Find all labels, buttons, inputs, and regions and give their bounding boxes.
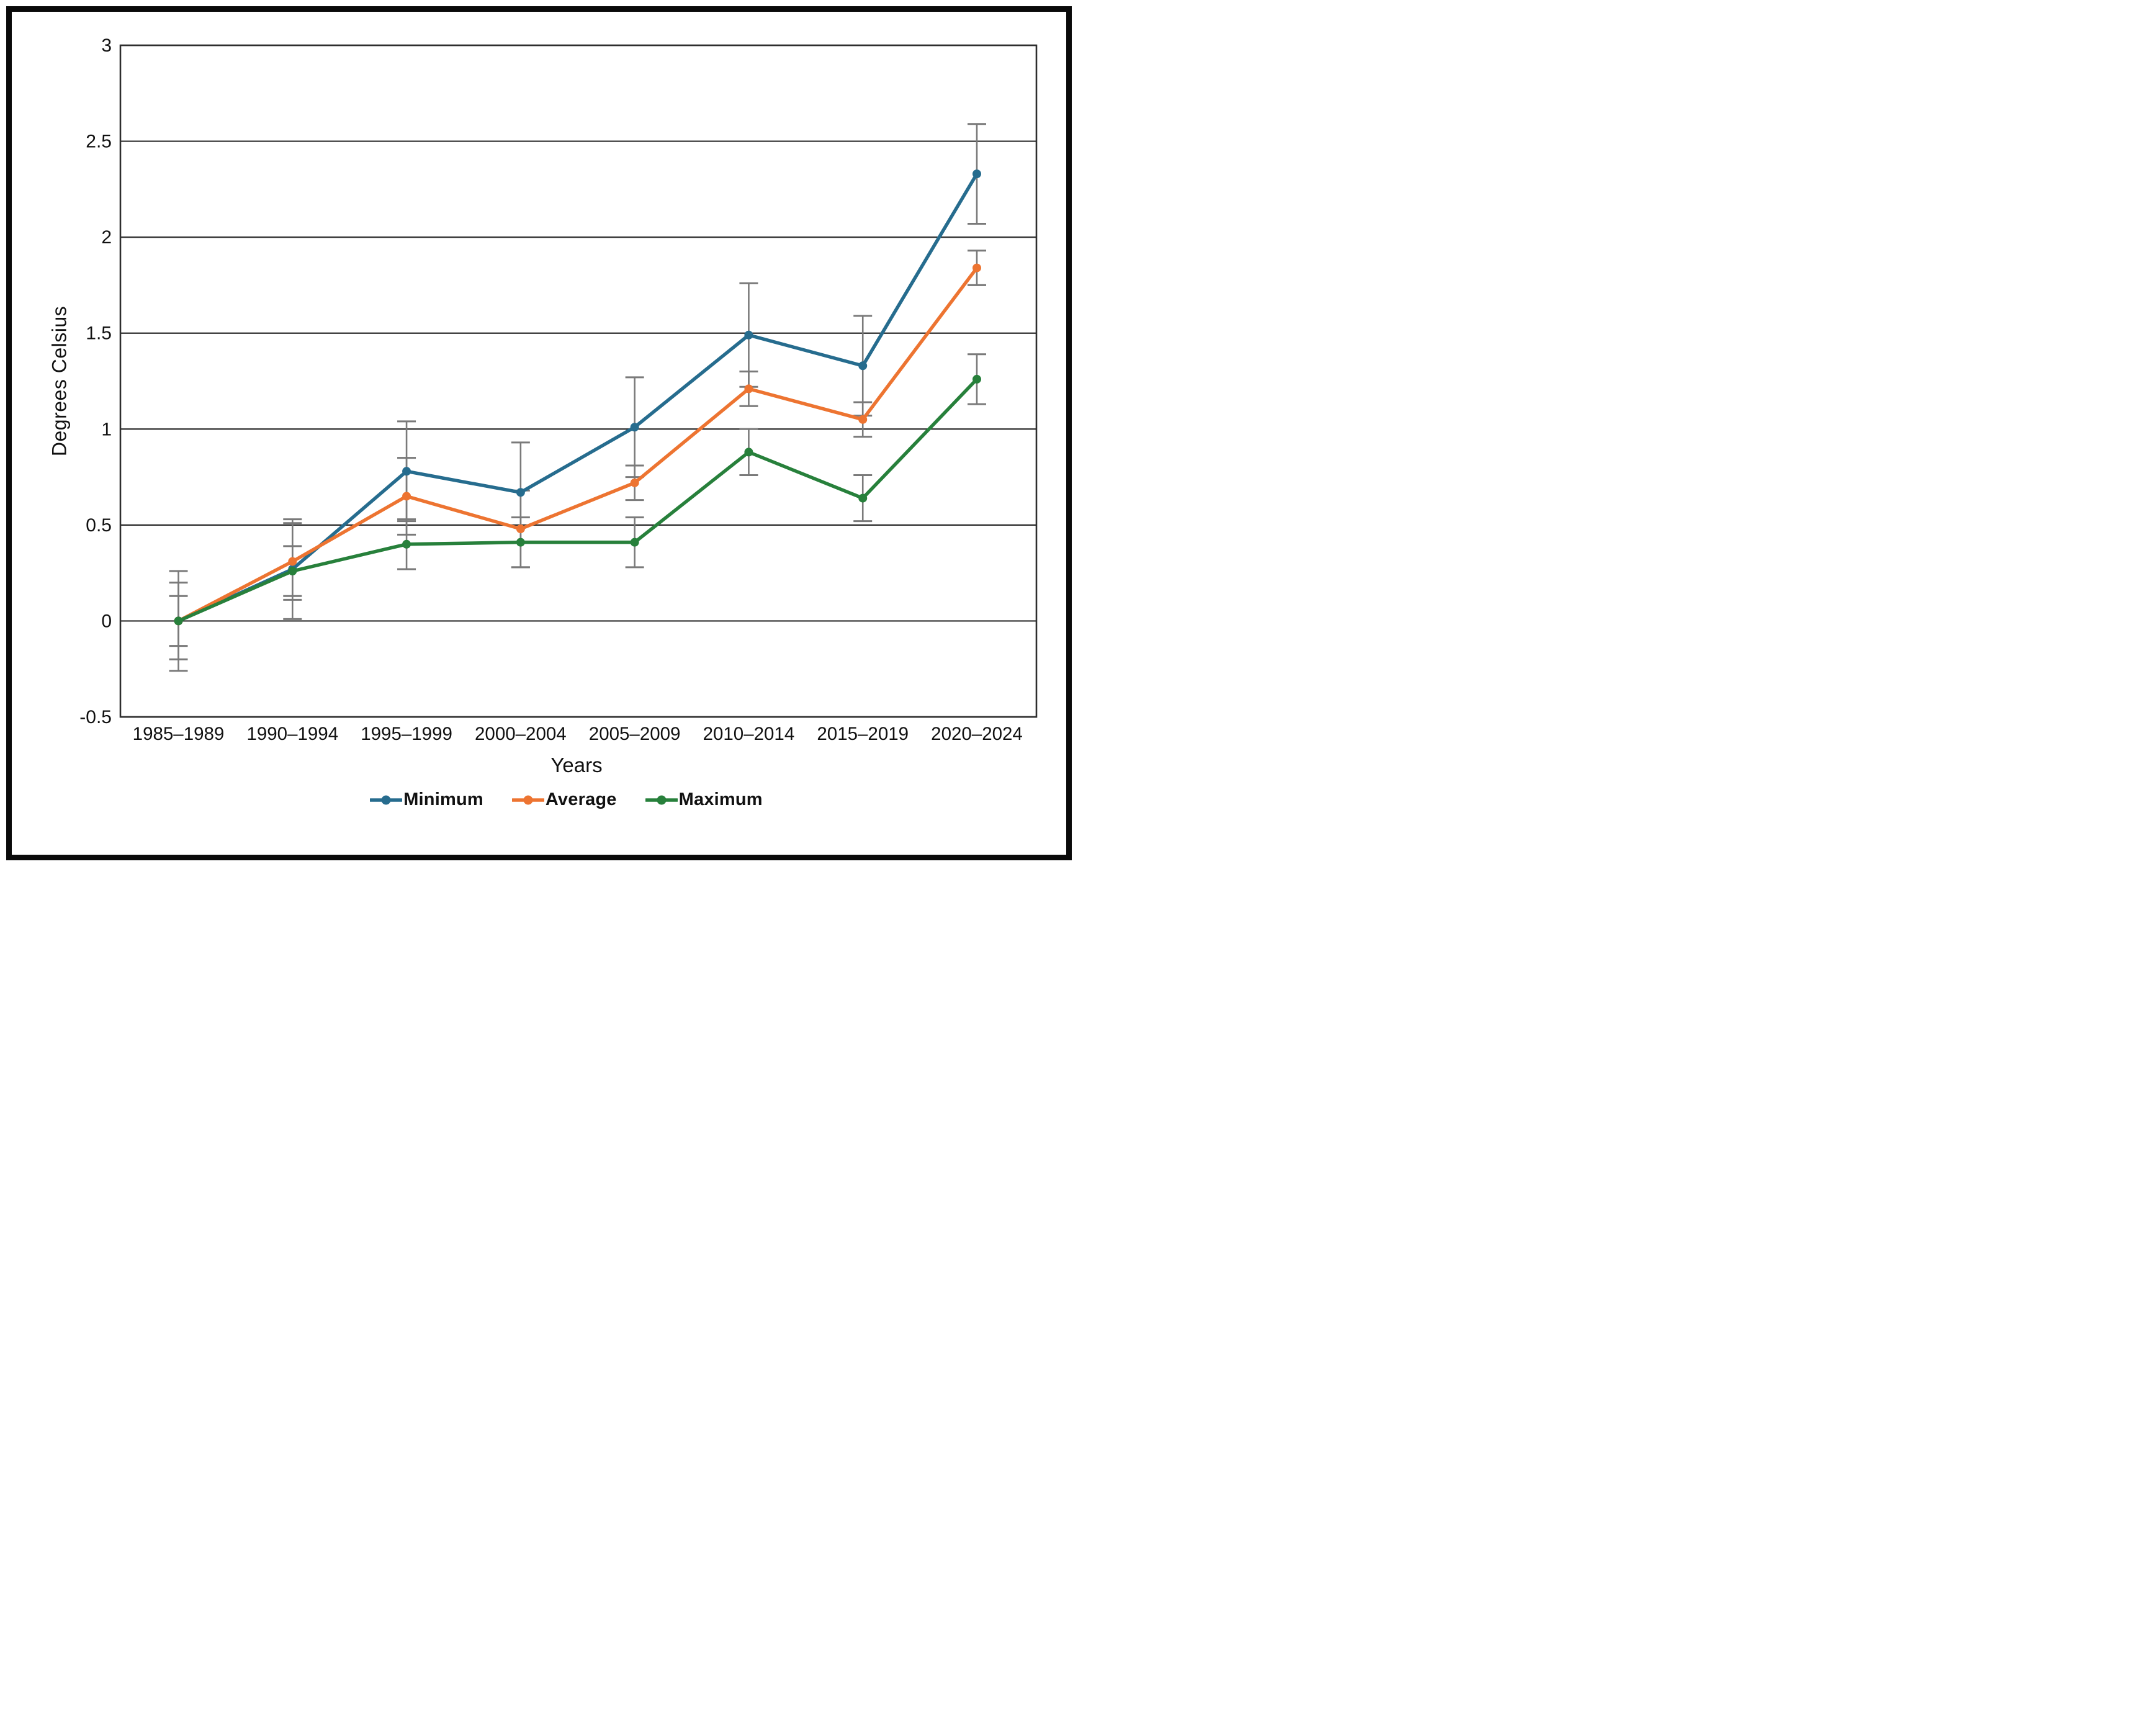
- legend: Minimum Average Maximum: [0, 790, 1078, 810]
- data-point: [858, 361, 868, 371]
- series-markers-maximum: [174, 374, 981, 626]
- line-chart-plot: 3 2.5 2 1.5 1 0.5 0 -0.5 1985–1989 1990–1994 1995–…: [79, 35, 1038, 744]
- y-tick-label: 2: [101, 227, 112, 248]
- data-point: [744, 448, 753, 457]
- data-point: [288, 567, 297, 576]
- y-tick-label: 2.5: [86, 132, 112, 152]
- data-point: [972, 169, 981, 179]
- x-tick-label: 2000–2004: [475, 724, 567, 744]
- y-tick-label: 0.5: [86, 515, 112, 536]
- series-line-average: [176, 266, 979, 623]
- error-bars-average: [169, 250, 986, 660]
- y-tick-label: 1: [101, 419, 112, 439]
- gridlines: [120, 44, 1036, 718]
- data-point: [402, 492, 411, 501]
- data-point: [630, 478, 639, 487]
- legend-marker-average: [511, 795, 544, 804]
- plot-border: [119, 44, 1038, 718]
- y-tick-label: 3: [101, 35, 112, 56]
- chart-page: 3 2.5 2 1.5 1 0.5 0 -0.5 1985–1989 1990–1994 1995–…: [0, 0, 1078, 866]
- data-point: [630, 423, 639, 432]
- legend-marker-maximum: [645, 795, 678, 804]
- data-point: [516, 524, 525, 534]
- x-tick-label: 2010–2014: [703, 724, 795, 744]
- data-point: [174, 616, 183, 626]
- legend-label: Minimum: [403, 790, 483, 809]
- y-tick-labels: 3 2.5 2 1.5 1 0.5 0 -0.5: [79, 35, 112, 727]
- error-bars-maximum: [169, 353, 986, 647]
- chart-frame: [6, 6, 1072, 860]
- data-point: [972, 263, 981, 272]
- legend-item-minimum: Minimum: [370, 790, 483, 810]
- x-tick-label: 1990–1994: [246, 724, 338, 744]
- legend-item-average: Average: [511, 790, 617, 810]
- data-point: [858, 493, 868, 503]
- data-point: [858, 415, 868, 424]
- x-tick-labels: 1985–1989 1990–1994 1995–1999 2000–2004 2005…: [133, 724, 1023, 744]
- y-axis-title: Degrees Celsius: [48, 305, 71, 457]
- y-tick-label: 0: [101, 611, 112, 631]
- data-point: [744, 330, 753, 340]
- series-line-minimum: [176, 172, 979, 623]
- legend-marker-minimum: [370, 795, 403, 804]
- data-point: [516, 488, 525, 497]
- series-markers-minimum: [174, 169, 981, 626]
- legend-label: Maximum: [678, 790, 763, 809]
- legend-item-maximum: Maximum: [645, 790, 763, 810]
- data-point: [402, 539, 411, 549]
- x-tick-label: 1985–1989: [133, 724, 225, 744]
- x-axis-title: Years: [550, 754, 603, 776]
- error-bars-minimum: [169, 123, 986, 672]
- data-point: [288, 557, 297, 566]
- data-point: [744, 384, 753, 394]
- y-tick-label: 1.5: [86, 323, 112, 344]
- x-tick-label: 1995–1999: [361, 724, 452, 744]
- x-tick-label: 2020–2024: [931, 724, 1023, 744]
- data-point: [516, 538, 525, 547]
- x-tick-label: 2015–2019: [817, 724, 909, 744]
- data-point: [630, 538, 639, 547]
- x-tick-label: 2005–2009: [589, 724, 681, 744]
- data-point: [402, 467, 411, 476]
- legend-label: Average: [545, 790, 617, 809]
- data-point: [972, 374, 981, 384]
- y-tick-label: -0.5: [79, 707, 112, 727]
- series-line-maximum: [176, 377, 979, 623]
